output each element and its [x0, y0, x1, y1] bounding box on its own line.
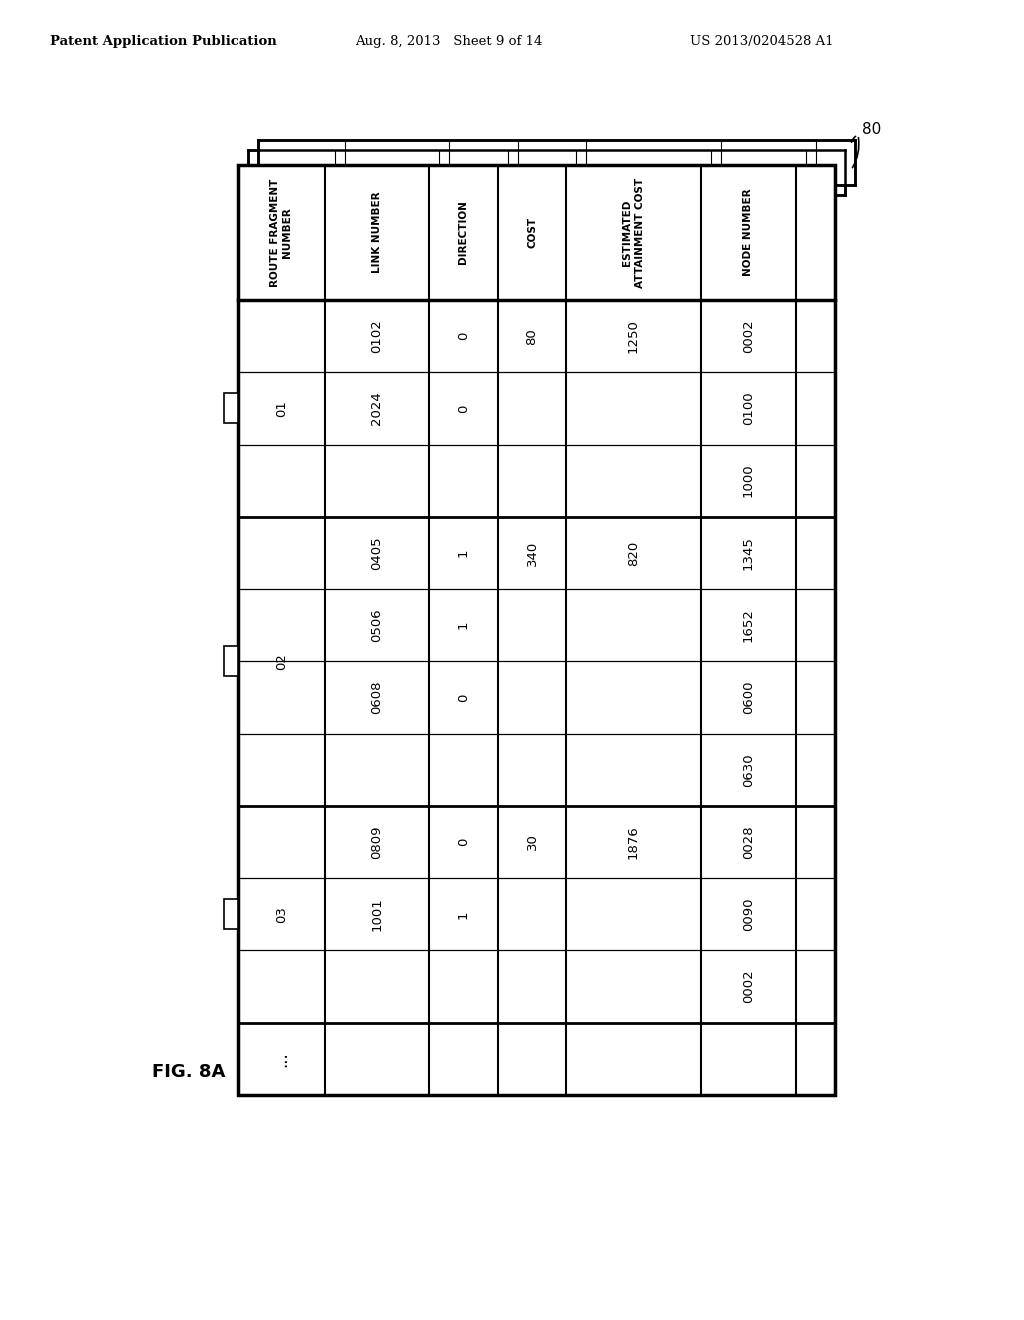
Text: 0600: 0600 — [742, 681, 755, 714]
Text: 1345: 1345 — [742, 536, 755, 570]
Text: 02: 02 — [274, 653, 288, 669]
Text: Patent Application Publication: Patent Application Publication — [50, 36, 276, 48]
Text: 0506: 0506 — [371, 609, 383, 642]
Text: 01: 01 — [274, 400, 288, 417]
Text: DIRECTION: DIRECTION — [459, 201, 468, 264]
Bar — [224, 899, 238, 929]
Text: 0102: 0102 — [371, 319, 383, 352]
Text: 1001: 1001 — [371, 898, 383, 931]
Text: COST: COST — [527, 216, 537, 248]
Text: 0002: 0002 — [742, 319, 755, 352]
Text: ESTIMATED
ATTAINMENT COST: ESTIMATED ATTAINMENT COST — [623, 177, 645, 288]
Text: 0608: 0608 — [371, 681, 383, 714]
Text: 2024: 2024 — [371, 392, 383, 425]
Text: 0028: 0028 — [742, 825, 755, 859]
Text: 340: 340 — [525, 540, 539, 565]
Text: 1652: 1652 — [742, 609, 755, 642]
Text: LINK NUMBER: LINK NUMBER — [372, 191, 382, 273]
Text: 0090: 0090 — [742, 898, 755, 931]
Text: 1: 1 — [457, 549, 470, 557]
Text: 1: 1 — [457, 909, 470, 919]
Text: 1000: 1000 — [742, 463, 755, 498]
Text: FIG. 8A: FIG. 8A — [152, 1063, 225, 1081]
Bar — [238, 165, 835, 1096]
Bar — [248, 150, 845, 195]
Text: US 2013/0204528 A1: US 2013/0204528 A1 — [690, 36, 834, 48]
Text: 1: 1 — [457, 620, 470, 630]
Text: 0405: 0405 — [371, 536, 383, 570]
Text: ROUTE FRAGMENT
NUMBER: ROUTE FRAGMENT NUMBER — [270, 178, 293, 286]
Text: 820: 820 — [627, 540, 640, 565]
Text: 03: 03 — [274, 906, 288, 923]
Text: 1876: 1876 — [627, 825, 640, 859]
Text: NODE NUMBER: NODE NUMBER — [743, 189, 754, 276]
Text: 0100: 0100 — [742, 392, 755, 425]
Text: 30: 30 — [525, 834, 539, 850]
Text: 0002: 0002 — [742, 970, 755, 1003]
Bar — [224, 647, 238, 676]
Bar — [224, 393, 238, 424]
Text: 0: 0 — [457, 331, 470, 341]
Text: 0: 0 — [457, 404, 470, 413]
Text: Aug. 8, 2013   Sheet 9 of 14: Aug. 8, 2013 Sheet 9 of 14 — [355, 36, 543, 48]
Bar — [258, 140, 855, 185]
Text: 0: 0 — [457, 693, 470, 702]
Text: 0: 0 — [457, 838, 470, 846]
Text: 0809: 0809 — [371, 825, 383, 859]
Text: ...: ... — [272, 1051, 290, 1067]
Text: 80: 80 — [525, 327, 539, 345]
Text: 1250: 1250 — [627, 319, 640, 352]
Text: 0630: 0630 — [742, 752, 755, 787]
Text: 80: 80 — [862, 123, 882, 137]
